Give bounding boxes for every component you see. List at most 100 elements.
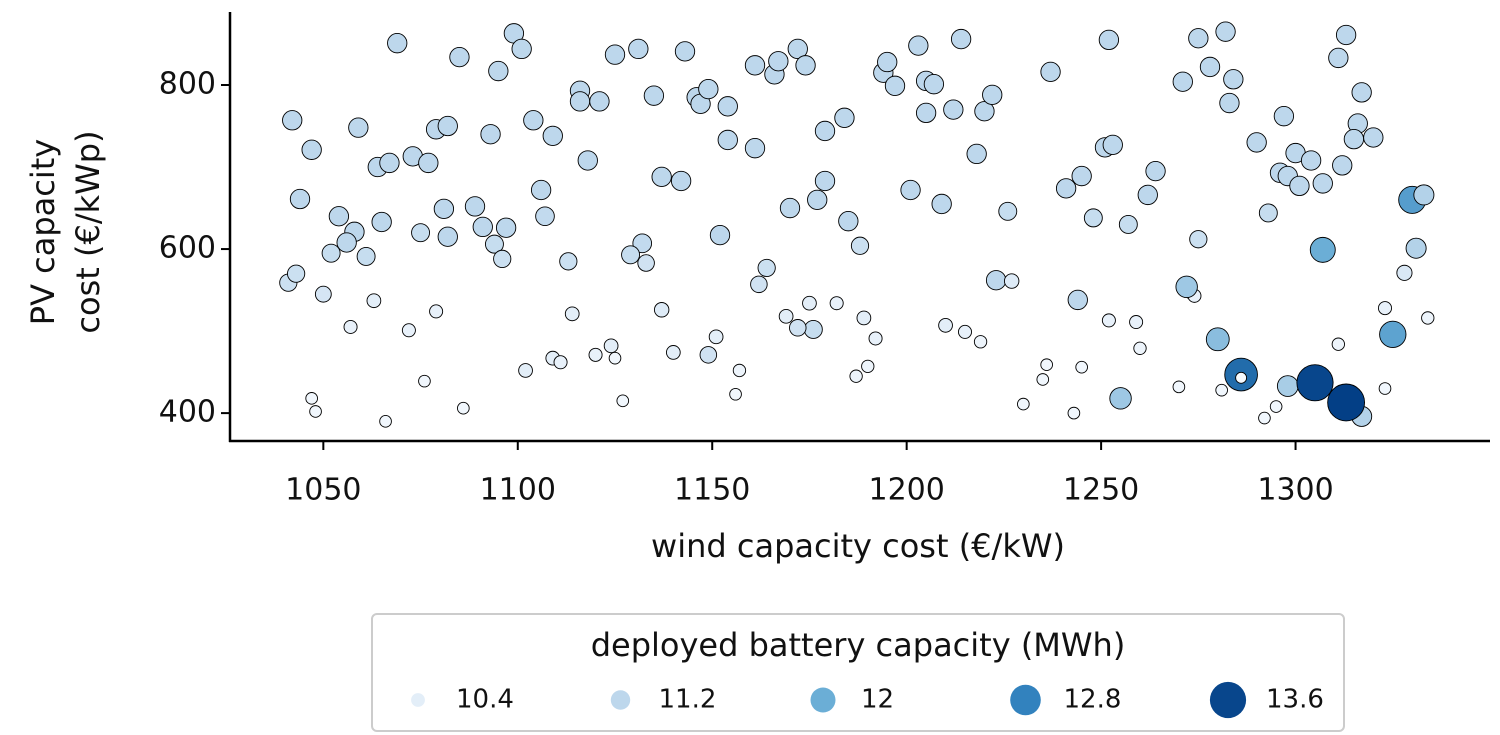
point xyxy=(343,319,358,334)
point xyxy=(789,319,807,337)
point xyxy=(1083,208,1103,228)
point xyxy=(632,233,653,254)
point xyxy=(982,84,1003,105)
point xyxy=(670,170,692,192)
point xyxy=(1276,375,1299,397)
point xyxy=(564,306,580,322)
point xyxy=(321,243,341,263)
point xyxy=(1175,275,1198,298)
point xyxy=(289,188,311,210)
point xyxy=(803,319,823,339)
point xyxy=(729,387,742,401)
legend-label: 12.8 xyxy=(1064,685,1122,715)
point xyxy=(621,245,641,265)
legend-marker xyxy=(810,687,836,713)
point xyxy=(484,234,504,254)
point xyxy=(717,96,738,117)
point xyxy=(553,355,568,370)
point xyxy=(1067,289,1088,311)
point xyxy=(1332,155,1353,176)
point xyxy=(768,51,789,72)
point xyxy=(1312,173,1333,194)
point xyxy=(651,166,672,188)
point xyxy=(1172,380,1186,394)
point xyxy=(744,138,766,159)
point xyxy=(1328,47,1349,69)
point xyxy=(1055,178,1077,199)
legend-marker xyxy=(1209,681,1247,719)
point xyxy=(604,44,626,65)
point xyxy=(1129,315,1144,330)
point xyxy=(900,179,921,201)
point xyxy=(814,170,836,192)
point xyxy=(314,285,332,303)
legend-marker xyxy=(610,690,631,710)
point xyxy=(518,363,533,378)
point xyxy=(1075,360,1088,374)
point xyxy=(379,152,400,174)
point xyxy=(923,74,945,95)
point xyxy=(616,394,630,408)
point xyxy=(838,211,859,232)
point xyxy=(1269,400,1283,413)
point xyxy=(1351,82,1372,103)
point xyxy=(643,85,665,106)
x-tick-label: 1300 xyxy=(1257,473,1333,508)
point xyxy=(495,217,517,238)
point xyxy=(437,226,458,247)
point xyxy=(449,46,470,68)
point xyxy=(287,264,306,283)
point xyxy=(1377,301,1392,316)
point xyxy=(1137,184,1158,206)
points xyxy=(279,21,1435,428)
point xyxy=(542,125,563,147)
point xyxy=(1421,311,1435,325)
point xyxy=(1258,411,1271,425)
y-tick-label: 400 xyxy=(159,395,216,430)
point xyxy=(1309,236,1336,263)
point xyxy=(488,60,509,82)
point xyxy=(588,347,603,362)
y-tick-label: 600 xyxy=(159,231,216,266)
point xyxy=(653,302,670,318)
point xyxy=(1296,364,1334,402)
point xyxy=(366,293,382,309)
legend-title: deployed battery capacity (MWh) xyxy=(591,626,1126,664)
point xyxy=(411,223,431,243)
point xyxy=(1300,150,1322,171)
point xyxy=(577,150,598,171)
point xyxy=(966,143,987,165)
point xyxy=(787,38,808,60)
point xyxy=(849,369,863,383)
point xyxy=(603,338,619,354)
point xyxy=(938,317,953,333)
point xyxy=(1101,313,1116,328)
point xyxy=(1258,203,1278,223)
point xyxy=(1273,106,1295,127)
point xyxy=(1246,132,1267,153)
point xyxy=(1017,397,1030,411)
point xyxy=(530,179,552,201)
point xyxy=(708,329,724,345)
point xyxy=(493,249,512,269)
point xyxy=(1223,69,1244,90)
point xyxy=(744,55,766,76)
point xyxy=(328,206,350,227)
point xyxy=(1102,134,1123,156)
point xyxy=(1040,61,1061,83)
point xyxy=(429,304,444,319)
point xyxy=(868,331,883,346)
point xyxy=(807,189,828,210)
point xyxy=(1188,28,1209,49)
point xyxy=(1098,29,1120,51)
point xyxy=(1189,230,1208,249)
legend-label: 10.4 xyxy=(456,685,514,715)
point xyxy=(795,55,816,76)
point xyxy=(1335,24,1357,46)
point xyxy=(973,335,988,349)
point xyxy=(282,110,303,131)
point xyxy=(348,117,369,138)
point xyxy=(1235,371,1248,384)
point xyxy=(998,201,1018,221)
